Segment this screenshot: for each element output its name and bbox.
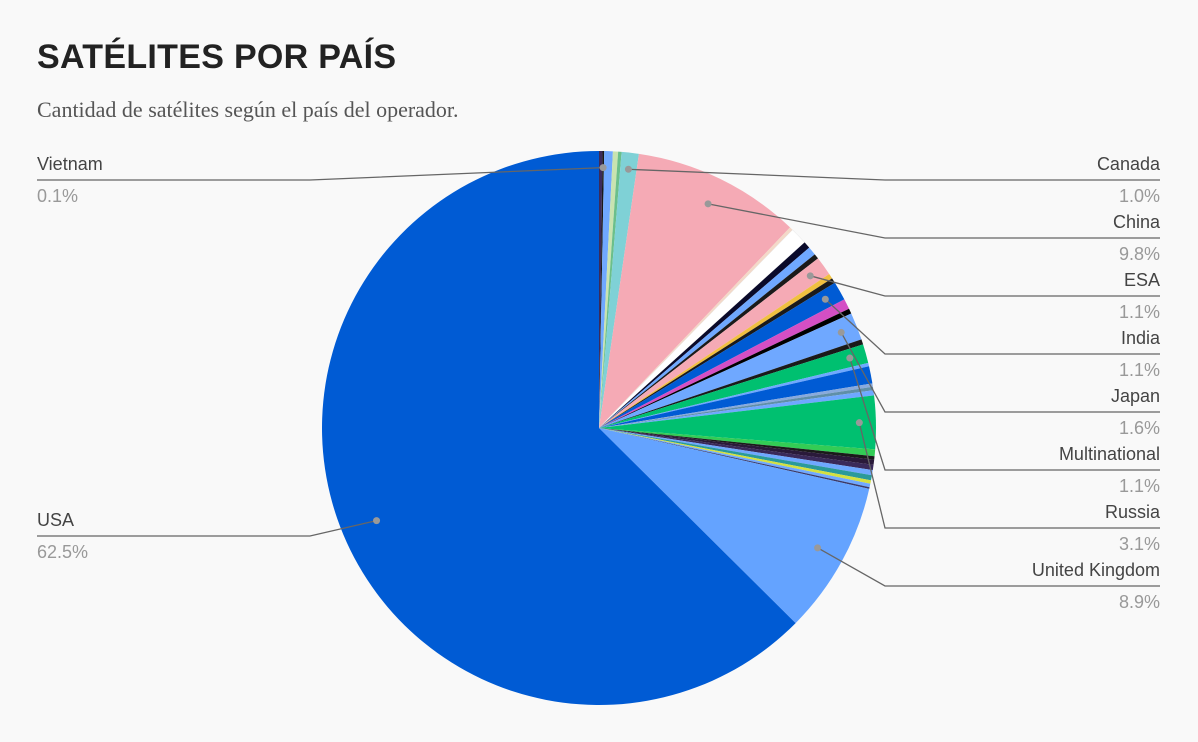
pie-slice-25 [599,390,875,428]
pie-slice-united-kingdom [599,428,870,624]
label-percent-canada: 1.0% [1119,186,1160,206]
pie-slice-9 [599,242,810,428]
leader-line-usa [37,520,377,537]
pie-slice-24 [599,386,874,428]
pie-slice-30 [599,428,874,471]
pie-slice-japan [599,313,862,428]
pie-slice-22 [599,366,873,428]
pie-slice-21 [599,362,870,428]
pie-slice-14 [599,278,835,428]
leader-dot-vietnam [599,164,607,172]
leader-dot-india [821,295,829,303]
leader-dot-usa [373,517,381,525]
pie-slice-0 [599,151,603,428]
pie-slice-19 [599,339,864,428]
label-percent-india: 1.1% [1119,360,1160,380]
leader-line-canada [628,168,1160,181]
pie-slice-10 [599,247,815,428]
leader-dot-united-kingdom [814,544,822,552]
pie-slice-esa [599,258,830,428]
pie-slice-india [599,282,845,428]
label-percent-russia: 3.1% [1119,534,1160,554]
leader-line-russia [858,422,1160,529]
label-percent-usa: 62.5% [37,542,88,562]
label-percent-vietnam: 0.1% [37,186,78,206]
pie-slice-23 [599,383,873,428]
label-percent-united-kingdom: 8.9% [1119,592,1160,612]
pie-slice-32 [599,428,872,481]
pie-slice-29 [599,428,875,465]
leader-dot-russia [855,419,863,427]
pie-slice-33 [599,428,872,484]
pie-slice-russia [599,395,876,450]
pie-slice-4 [599,151,622,428]
pie-slice-34 [599,428,871,488]
pie-slice-8 [598,229,805,429]
label-name-united-kingdom: United Kingdom [1032,560,1160,580]
leader-line-esa [810,275,1160,297]
leader-line-china [707,203,1160,239]
pie-slice-17 [599,308,852,428]
label-percent-esa: 1.1% [1119,302,1160,322]
label-name-usa: USA [37,510,74,530]
label-name-china: China [1113,212,1161,232]
pie-slice-28 [599,428,875,460]
leader-dot-multinational [846,354,854,362]
pie-slice-13 [599,273,833,428]
label-name-vietnam: Vietnam [37,154,103,174]
pie-slice-china [599,153,791,428]
leader-line-multinational [849,357,1160,471]
pie-slice-27 [599,428,876,457]
pie-slice-2 [599,151,613,428]
label-percent-japan: 1.6% [1119,418,1160,438]
leader-line-vietnam [37,167,604,181]
leader-dot-china [704,200,712,208]
label-name-esa: ESA [1124,270,1160,290]
label-percent-multinational: 1.1% [1119,476,1160,496]
chart-subtitle: Cantidad de satélites según el país del … [37,97,459,122]
pie-slice-16 [599,299,850,428]
label-name-japan: Japan [1111,386,1160,406]
label-name-multinational: Multinational [1059,444,1160,464]
pie-slice-7 [599,227,793,428]
pie-slice-31 [599,428,873,476]
leader-line-india [824,298,1160,355]
pie-slice-35 [599,428,870,489]
pie-slice-vietnam [599,151,605,428]
leader-dot-esa [806,272,814,280]
leader-line-united-kingdom [817,547,1160,587]
pie-slice-3 [599,151,619,428]
leader-line-japan [840,332,1160,413]
leader-dot-canada [624,165,632,173]
pie-slice-11 [599,254,819,428]
label-percent-china: 9.8% [1119,244,1160,264]
chart-title: SATÉLITES POR PAÍS [37,38,397,76]
pie-slice-canada [599,151,639,428]
label-name-canada: Canada [1097,154,1161,174]
label-name-russia: Russia [1105,502,1161,522]
pie-slice-usa [322,151,796,706]
leader-dot-japan [837,328,845,336]
pie-slice-multinational [599,344,869,428]
label-name-india: India [1121,328,1161,348]
